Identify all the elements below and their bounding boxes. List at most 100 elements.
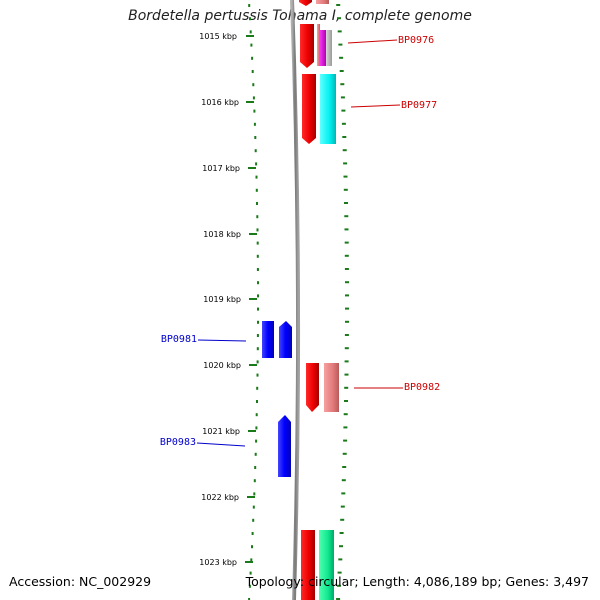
gene-block-magenta — [319, 30, 326, 66]
minor-tick — [250, 43, 253, 47]
reverse-genes — [262, 321, 292, 477]
gene-block-red — [306, 363, 319, 412]
scale-labels: 1015 kbp 1016 kbp 1017 kbp 1018 kbp 1019… — [199, 32, 257, 567]
accession-text: Accession: NC_002929 — [9, 574, 152, 589]
minor-tick — [339, 532, 344, 534]
gene-label-bp0982[interactable]: BP0982 — [404, 382, 440, 393]
minor-tick — [248, 598, 251, 600]
minor-tick — [341, 492, 346, 495]
minor-tick — [344, 373, 349, 376]
minor-tick — [254, 149, 257, 153]
minor-tick — [343, 413, 348, 416]
gene-block-pink — [317, 24, 320, 66]
minor-tick — [337, 30, 342, 33]
map-title: Bordetella pertussis Tohama I, complete … — [128, 8, 472, 24]
minor-tick — [253, 109, 256, 113]
scale-label-1015: 1015 kbp — [199, 32, 237, 41]
minor-tick — [254, 466, 257, 469]
gene-block-cyan — [320, 74, 336, 144]
minor-tick — [341, 479, 346, 482]
scale-label-1016: 1016 kbp — [201, 98, 239, 107]
minor-tick — [344, 347, 349, 350]
leader-bp0983 — [196, 442, 246, 447]
leader-bp0981 — [197, 339, 247, 342]
minor-tick — [248, 584, 251, 588]
minor-tick — [344, 202, 348, 204]
gene-block-blue — [262, 321, 274, 358]
minor-tick — [251, 545, 253, 549]
minor-tick — [248, 4, 251, 7]
gene-block-red — [299, 0, 312, 6]
minor-tick — [252, 518, 255, 522]
minor-tick — [250, 558, 253, 562]
minor-tick — [344, 400, 348, 402]
gene-block-pink — [316, 0, 329, 4]
gene-label-leaders — [196, 39, 403, 447]
minor-tick — [257, 307, 259, 311]
minor-tick — [344, 254, 349, 257]
minor-tick — [342, 452, 347, 455]
minor-tick — [256, 202, 258, 205]
minor-tick — [249, 571, 252, 575]
scale-major-tick — [246, 101, 254, 103]
genome-summary-text: Topology: circular; Length: 4,086,189 bp… — [245, 574, 589, 589]
gene-block-red — [301, 530, 315, 600]
gene-label-bp0981[interactable]: BP0981 — [161, 334, 197, 345]
genome-backbone — [290, 0, 301, 600]
minor-tick — [256, 373, 259, 377]
minor-tick — [257, 281, 259, 285]
minor-tick — [340, 518, 345, 521]
minor-tick — [344, 228, 349, 231]
minor-tick — [340, 96, 345, 99]
minor-tick — [255, 426, 258, 430]
minor-tick — [344, 360, 349, 363]
gene-block-blue — [279, 321, 292, 358]
gene-block-red — [302, 74, 316, 144]
minor-tick — [255, 162, 258, 166]
scale-label-1019: 1019 kbp — [203, 295, 241, 304]
minor-tick — [342, 149, 347, 152]
minor-tick — [339, 545, 343, 548]
minor-tick — [253, 479, 256, 483]
minor-tick — [344, 334, 349, 336]
minor-tick — [343, 188, 348, 191]
gene-label-bp0977[interactable]: BP0977 — [401, 100, 437, 111]
gene-label-bp0976[interactable]: BP0976 — [398, 35, 434, 46]
minor-tick — [256, 241, 259, 245]
minor-tick — [342, 466, 347, 468]
leader-bp0976 — [347, 39, 398, 44]
minor-tick — [255, 175, 258, 179]
gene-label-bp0983[interactable]: BP0983 — [160, 437, 196, 448]
minor-tick — [338, 43, 343, 46]
scale-label-1021: 1021 kbp — [202, 427, 240, 436]
minor-tick — [256, 360, 259, 364]
minor-tick — [251, 70, 254, 73]
minor-tick — [252, 96, 255, 100]
scale-major-tick — [246, 35, 254, 37]
gene-block-pink — [324, 363, 339, 412]
minor-tick — [256, 268, 259, 271]
minor-tick — [343, 162, 348, 165]
minor-tick — [252, 83, 255, 87]
minor-tick — [256, 215, 259, 219]
gene-block-blue — [278, 415, 291, 477]
scale-label-1022: 1022 kbp — [201, 493, 239, 502]
minor-tick — [251, 56, 254, 60]
minor-tick — [256, 347, 259, 351]
minor-tick — [343, 175, 348, 178]
minor-tick — [345, 281, 349, 284]
minor-tick — [256, 334, 259, 337]
scale-major-tick — [249, 298, 257, 300]
minor-tick — [337, 17, 341, 20]
leader-bp0977 — [350, 104, 401, 108]
scale-major-tick — [248, 167, 256, 169]
gene-block-teal — [319, 530, 334, 600]
minor-tick — [257, 294, 259, 298]
minor-tick — [336, 598, 341, 600]
scale-label-1018: 1018 kbp — [203, 230, 241, 239]
minor-tick — [343, 426, 348, 429]
minor-tick — [345, 307, 349, 310]
minor-tick — [257, 320, 259, 324]
minor-tick — [342, 136, 347, 138]
minor-tick — [253, 492, 256, 496]
